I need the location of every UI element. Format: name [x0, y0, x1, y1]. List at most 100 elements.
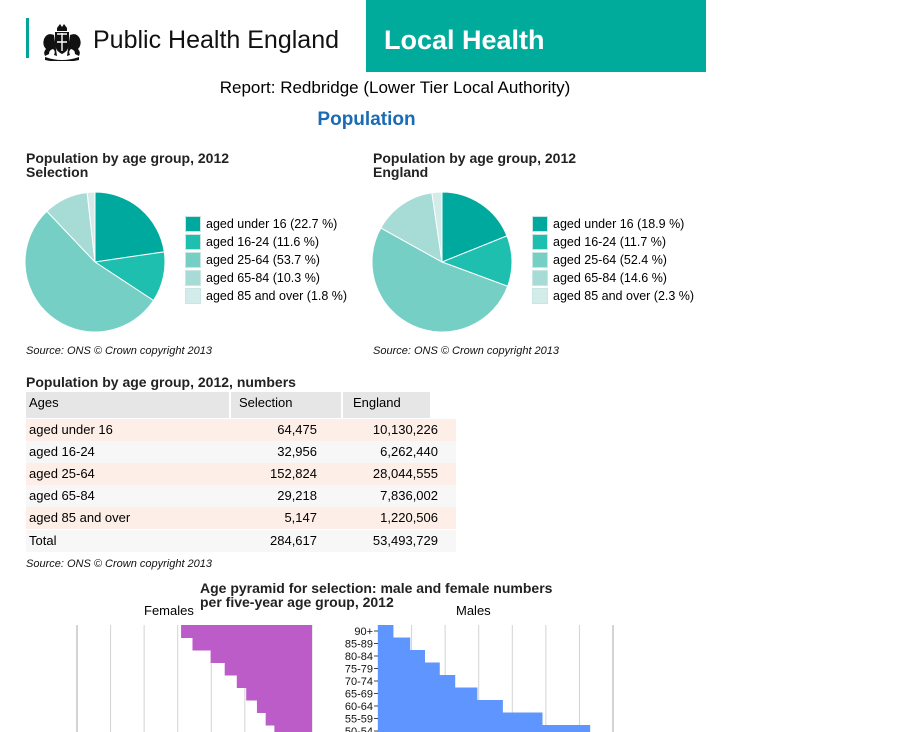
pyramid-age-label: 75-79 [345, 664, 373, 676]
pyramid-bar-female [274, 725, 312, 732]
pyramid-bar-male [378, 700, 503, 713]
pie-england-title-line1: Population by age group, 2012 [373, 150, 577, 166]
pie-slice [380, 192, 443, 263]
legend-swatch [185, 216, 201, 232]
table-cell-england: 7,836,002 [380, 488, 438, 503]
pyramid-bar-female [256, 700, 312, 713]
pyramid-age-label: 60-64 [345, 701, 373, 713]
pyramid-bar-male [378, 725, 591, 732]
pie-england-title: Population by age group, 2012 England [373, 151, 576, 179]
banner-title: Local Health [384, 25, 545, 55]
table-header-ages: Ages [26, 392, 229, 418]
table-cell-age: aged 65-84 [29, 488, 95, 503]
legend-label: aged under 16 (18.9 %) [553, 217, 685, 231]
table-cell-selection: 64,475 [277, 422, 317, 437]
pie-selection-source: Source: ONS © Crown copyright 2013 [26, 345, 213, 357]
table-row: aged 65-84 29,218 7,836,002 [26, 485, 456, 507]
legend-label: aged under 16 (22.7 %) [206, 217, 338, 231]
pie-slice [441, 191, 508, 263]
logo-accent-bar [26, 18, 29, 58]
table-row: aged 25-64 152,824 28,044,555 [26, 463, 456, 485]
section-title: Population [317, 109, 416, 130]
pyramid-age-label: 80-84 [345, 651, 373, 663]
pyramid-title: Age pyramid for selection: male and fema… [200, 581, 552, 609]
pie-selection-title-line1: Population by age group, 2012 [26, 150, 230, 166]
legend-item: aged under 16 (18.9 %) [532, 216, 722, 234]
pie-england-title-line2: England [373, 164, 429, 180]
pie-england-legend: aged under 16 (18.9 %) aged 16-24 (11.7 %… [532, 216, 722, 308]
pyramid-age-label: 50-54 [345, 726, 373, 732]
pie-chart-england [371, 191, 513, 333]
table-cell-age: aged 16-24 [29, 444, 95, 459]
pyramid-males-label: Males [456, 603, 491, 618]
table-title: Population by age group, 2012, numbers [26, 374, 296, 390]
pie-selection-title-line2: Selection [26, 164, 89, 180]
legend-item: aged 65-84 (10.3 %) [185, 270, 375, 288]
table-cell-selection: 32,956 [277, 444, 317, 459]
pyramid-bar-male [378, 675, 456, 688]
table-cell-age: aged 85 and over [29, 510, 131, 525]
legend-item: aged 16-24 (11.6 %) [185, 234, 375, 252]
table-header-ages-label: Ages [29, 395, 59, 410]
legend-swatch [532, 216, 548, 232]
table-row-total: Total 284,617 53,493,729 [26, 530, 456, 552]
pyramid-bar-male [378, 687, 478, 701]
pyramid-bar-male [378, 712, 543, 726]
pie-selection-title: Population by age group, 2012 Selection [26, 151, 229, 179]
pyramid-age-label: 85-89 [345, 639, 373, 651]
legend-item: aged 25-64 (53.7 %) [185, 252, 375, 270]
legend-swatch [532, 252, 548, 268]
table-cell-age: Total [29, 533, 57, 548]
pyramid-bar-male [378, 625, 394, 638]
age-pyramid-chart: 90+85-8980-8475-7970-7465-6960-6455-5950… [76, 625, 614, 732]
table-cell-england: 6,262,440 [380, 444, 438, 459]
pyramid-bar-female [224, 662, 312, 676]
table-cell-england: 1,220,506 [380, 510, 438, 525]
pie-slice [431, 191, 443, 263]
pie-selection-legend: aged under 16 (22.7 %) aged 16-24 (11.6 %… [185, 216, 375, 308]
legend-swatch [532, 288, 548, 304]
pyramid-age-label: 65-69 [345, 689, 373, 701]
table-header-england: England [343, 392, 430, 418]
pyramid-age-label: 70-74 [345, 676, 373, 688]
pyramid-bar-female [181, 625, 312, 638]
legend-item: aged 65-84 (14.6 %) [532, 270, 722, 288]
table-header-england-label: England [353, 395, 401, 410]
legend-label: aged 85 and over (1.8 %) [206, 289, 348, 303]
table-row: aged 16-24 32,956 6,262,440 [26, 441, 456, 463]
pyramid-females-label: Females [144, 603, 194, 618]
legend-label: aged 65-84 (10.3 %) [206, 271, 320, 285]
legend-swatch [185, 252, 201, 268]
table-cell-england: 10,130,226 [372, 422, 438, 437]
legend-label: aged 16-24 (11.6 %) [206, 235, 320, 249]
royal-coat-of-arms-icon [43, 24, 81, 61]
pie-slice [371, 227, 509, 333]
table-cell-selection: 284,617 [270, 533, 317, 548]
pie-england-source: Source: ONS © Crown copyright 2013 [373, 345, 560, 357]
report-title: Report: Redbridge (Lower Tier Local Auth… [219, 78, 571, 97]
legend-item: aged 85 and over (1.8 %) [185, 288, 375, 306]
table-cell-selection: 152,824 [270, 466, 317, 481]
table-cell-england: 28,044,555 [372, 466, 438, 481]
pyramid-title-line1: Age pyramid for selection: male and fema… [200, 580, 553, 596]
table-row: aged under 16 64,475 10,130,226 [26, 419, 456, 441]
legend-item: aged 25-64 (52.4 %) [532, 252, 722, 270]
legend-label: aged 16-24 (11.7 %) [553, 235, 667, 249]
table-cell-age: aged 25-64 [29, 466, 95, 481]
legend-swatch [532, 270, 548, 286]
table-cell-england: 53,493,729 [372, 533, 438, 548]
legend-item: aged 16-24 (11.7 %) [532, 234, 722, 252]
pyramid-age-label: 55-59 [345, 714, 373, 726]
legend-item: aged under 16 (22.7 %) [185, 216, 375, 234]
table-cell-selection: 5,147 [284, 510, 317, 525]
pyramid-bar-male [378, 637, 411, 651]
legend-swatch [532, 234, 548, 250]
org-name: Public Health England [93, 26, 339, 54]
table-header-selection: Selection [231, 392, 341, 418]
pyramid-bar-female [192, 637, 312, 651]
pie-slice [94, 191, 165, 263]
legend-item: aged 85 and over (2.3 %) [532, 288, 722, 306]
legend-swatch [185, 288, 201, 304]
table-cell-age: aged under 16 [29, 422, 113, 437]
legend-swatch [185, 270, 201, 286]
